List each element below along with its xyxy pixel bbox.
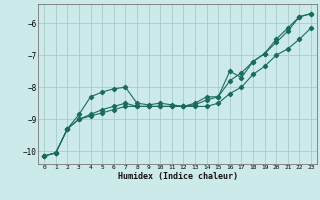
- X-axis label: Humidex (Indice chaleur): Humidex (Indice chaleur): [118, 172, 238, 181]
